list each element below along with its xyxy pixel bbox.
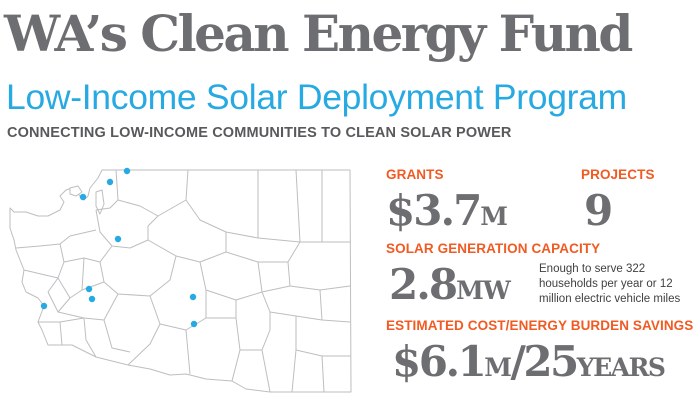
- savings-value: $6.1M/25YEARS: [392, 341, 666, 383]
- savings-label: ESTIMATED COST/ENERGY BURDEN SAVINGS: [386, 318, 694, 333]
- grants-value: $3.7M: [386, 190, 508, 232]
- project-marker-4: [114, 235, 122, 243]
- project-marker-1: [123, 167, 131, 175]
- grants-amount: $3.7: [386, 186, 482, 235]
- savings-amount: $6.1: [392, 337, 487, 386]
- washington-county-map: [9, 167, 352, 393]
- page-title: WA’s Clean Energy Fund: [4, 4, 633, 63]
- state-outline: [9, 169, 352, 393]
- projects-label: PROJECTS: [581, 167, 655, 182]
- project-marker-3: [79, 193, 87, 201]
- tagline: CONNECTING LOW-INCOME COMMUNITIES TO CLE…: [7, 125, 512, 141]
- capacity-value: 2.8MW: [389, 264, 511, 306]
- savings-unit: M: [484, 353, 512, 382]
- capacity-amount: 2.8: [389, 260, 458, 309]
- san-juan-islands: [69, 185, 83, 197]
- grants-unit: M: [480, 202, 508, 231]
- savings-period-unit: YEARS: [576, 353, 666, 382]
- project-marker-9: [190, 320, 198, 328]
- projects-value: 9: [584, 190, 613, 232]
- project-marker-2: [106, 178, 114, 186]
- capacity-unit: MW: [456, 276, 511, 305]
- savings-period-number: /25: [510, 337, 579, 386]
- projects-count: 9: [584, 186, 613, 235]
- capacity-label: SOLAR GENERATION CAPACITY: [386, 241, 601, 256]
- grants-label: GRANTS: [386, 167, 444, 182]
- project-marker-8: [189, 293, 197, 301]
- project-marker-5: [40, 302, 48, 310]
- project-marker-7: [88, 295, 96, 303]
- program-subtitle: Low-Income Solar Deployment Program: [6, 77, 627, 117]
- capacity-note: Enough to serve 322 households per year …: [539, 263, 681, 305]
- project-marker-6: [85, 285, 93, 293]
